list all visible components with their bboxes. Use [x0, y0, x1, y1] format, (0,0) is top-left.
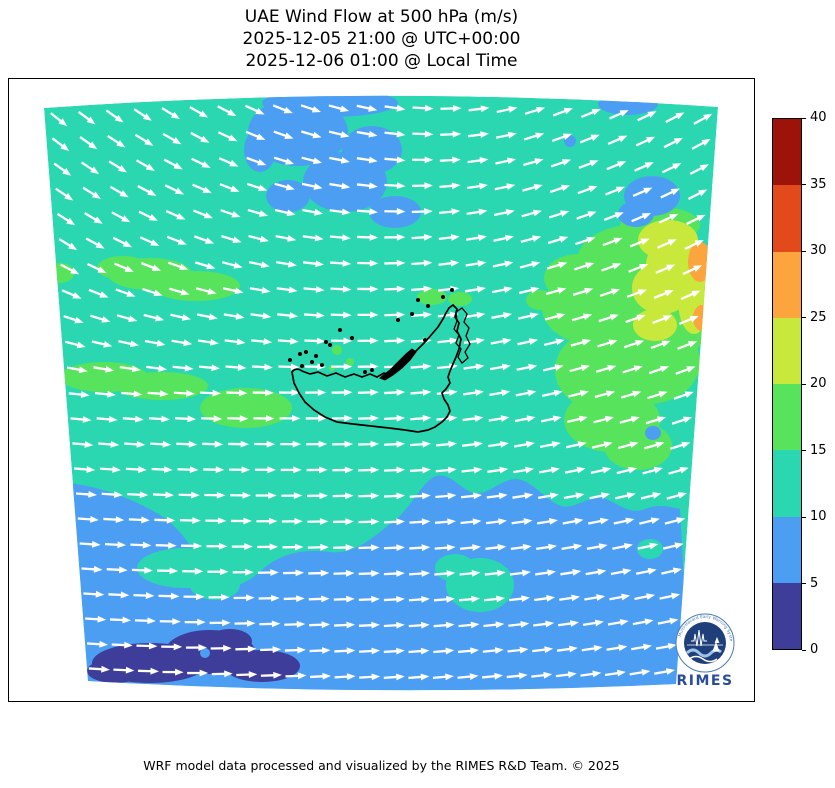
footer-credit: WRF model data processed and visualized …: [143, 758, 620, 773]
colorbar-tick-mark: [802, 250, 806, 252]
colorbar-tick-label: 40: [810, 110, 827, 125]
colorbar-tick-mark: [802, 516, 806, 518]
island-dot: [300, 364, 304, 368]
island-dot: [350, 336, 354, 340]
teal-patches-in-band: [137, 539, 663, 612]
colorbar-segment-0-5: [773, 582, 801, 649]
island-dot: [328, 343, 332, 347]
colorbar-tick-label: 10: [810, 509, 827, 524]
island-dot: [450, 288, 454, 292]
island-dot: [370, 368, 374, 372]
plot-title-line-2: 2025-12-05 21:00 @ UTC+00:00: [242, 29, 521, 49]
island-dot: [320, 363, 324, 367]
colorbar-segment-30-35: [773, 184, 801, 252]
island-dot: [310, 360, 314, 364]
colorbar-segment-25-30: [773, 251, 801, 318]
island-dot: [396, 318, 400, 322]
colorbar-tick-mark: [802, 184, 806, 185]
colorbar-tick-label: 30: [810, 243, 827, 258]
colorbar-tick-label: 15: [810, 442, 827, 458]
island-dot: [338, 328, 342, 332]
island-dot: [324, 340, 328, 344]
colorbar: [772, 118, 802, 650]
island-dot: [441, 295, 445, 299]
seismograph-icon: [691, 629, 707, 647]
island-dot: [416, 298, 420, 302]
colorbar-segment-15-20: [773, 383, 801, 451]
colorbar-tick-label: 25: [810, 309, 827, 325]
island-dot: [298, 352, 302, 356]
colorbar-tick-mark: [802, 583, 806, 584]
colorbar-tick-mark: [802, 450, 806, 451]
colorbar-tick-mark: [802, 649, 806, 651]
rimes-logo-globe: [684, 622, 726, 664]
island-dot: [288, 358, 292, 362]
colorbar-tick-mark: [802, 317, 806, 318]
hole-in-calm-patch: [200, 648, 210, 658]
uae-border-outline: [288, 288, 471, 433]
colorbar-segment-35-40: [773, 118, 801, 186]
island-dot: [423, 338, 427, 342]
colorbar-tick-mark: [802, 383, 806, 385]
island-dot: [410, 312, 414, 316]
colorbar-tick-label: 35: [810, 176, 827, 192]
colorbar-segment-10-15: [773, 449, 801, 517]
colorbar-segment-20-25: [773, 317, 801, 384]
plot-title-line-3: 2025-12-06 01:00 @ Local Time: [245, 51, 518, 71]
island-dot: [304, 350, 308, 354]
colorbar-tick-label: 0: [810, 642, 819, 657]
colorbar-tick-label: 5: [810, 575, 819, 591]
island-dot: [314, 354, 318, 358]
colorbar-tick-label: 20: [810, 376, 827, 391]
island-dot: [363, 370, 367, 374]
palm-icon: [712, 636, 720, 652]
colorbar-segment-5-10: [773, 516, 801, 583]
plot-title: UAE Wind Flow at 500 hPa (m/s) 2025-12-0…: [8, 6, 755, 72]
rimes-logo-label: RIMES: [676, 673, 733, 689]
colorbar-tick-mark: [802, 117, 806, 119]
map-axes-frame: Multi-Hazard Early Warning SystemRIMES: [8, 78, 755, 702]
wind-arrows-layer: [50, 104, 713, 681]
plot-title-line-1: UAE Wind Flow at 500 hPa (m/s): [244, 7, 519, 27]
island-dot: [426, 304, 430, 308]
map-layers: [44, 95, 718, 691]
wind-map: Multi-Hazard Early Warning SystemRIMES: [9, 79, 735, 691]
coast-detail-blob: [379, 348, 417, 381]
